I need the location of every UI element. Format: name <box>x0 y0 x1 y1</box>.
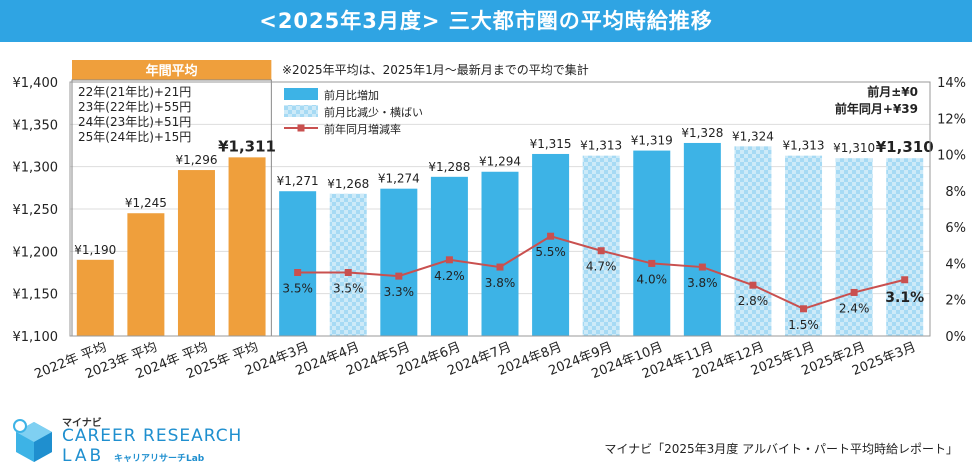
yoy-marker <box>496 263 504 271</box>
y2-tick-label: 10% <box>937 149 966 164</box>
y-tick-label: ¥1,150 <box>13 288 59 303</box>
yoy-marker <box>597 247 605 255</box>
yoy-label: 3.3% <box>384 285 415 299</box>
bar-11 <box>582 155 620 336</box>
yoy-marker <box>344 269 352 276</box>
yoy-label: 5.5% <box>535 245 566 259</box>
bar-value-label: ¥1,190 <box>74 243 116 257</box>
yoy-marker <box>800 305 808 313</box>
bar-value-label: ¥1,294 <box>479 155 521 169</box>
yoy-label: 2.8% <box>738 294 769 308</box>
legend-swatch-up <box>284 88 318 100</box>
yoy-marker <box>395 272 403 280</box>
cube-icon <box>13 419 52 462</box>
chart-title: <2025年3月度> 三大都市圏の平均時給推移 <box>0 0 972 42</box>
source-note: マイナビ「2025年3月度 アルバイト・パート平均時給レポート」 <box>604 442 958 456</box>
yoy-label: 4.7% <box>586 260 617 274</box>
y-tick-label: ¥1,250 <box>13 203 59 218</box>
bar-value-label: ¥1,310 <box>876 138 934 156</box>
bar-value-label: ¥1,274 <box>378 172 420 186</box>
bar-10 <box>532 153 570 336</box>
bar-value-label: ¥1,271 <box>277 174 319 188</box>
bar-value-label: ¥1,319 <box>631 134 673 148</box>
plot-frame <box>69 81 931 337</box>
bar-value-label: ¥1,311 <box>218 137 276 155</box>
y-tick-label: ¥1,100 <box>13 330 59 345</box>
bar-9 <box>481 171 519 336</box>
annual-note: 25年(24年比)+15円 <box>78 130 191 144</box>
brand-subtitle: キャリアリサーチLab <box>114 454 205 464</box>
yoy-marker <box>698 263 706 271</box>
y2-tick-label: 14% <box>937 76 966 91</box>
corner-note: 前月±¥0 <box>867 84 918 99</box>
y2-tick-label: 2% <box>945 294 966 309</box>
bar-13 <box>683 142 721 336</box>
y2-tick-label: 8% <box>945 185 966 200</box>
annual-note: 23年(22年比)+55円 <box>78 100 191 114</box>
bar-6 <box>329 193 367 336</box>
bar-3 <box>177 170 215 336</box>
y-tick-label: ¥1,300 <box>13 161 59 176</box>
yoy-marker <box>749 281 757 289</box>
y-tick-label: ¥1,200 <box>13 245 59 260</box>
bar-value-label: ¥1,315 <box>530 137 572 151</box>
corner-note: 前年同月+¥39 <box>835 101 918 116</box>
bar-value-label: ¥1,288 <box>428 160 470 174</box>
chart-area: 年間平均 22年(21年比)+21円23年(22年比)+55円24年(23年比)+… <box>13 60 966 382</box>
bar-value-label: ¥1,313 <box>783 139 825 153</box>
y2-tick-label: 12% <box>937 112 966 127</box>
legend-swatch-down <box>284 105 318 117</box>
yoy-marker <box>547 232 555 240</box>
brand-kana: マイナビ <box>62 418 102 429</box>
bar-7 <box>380 188 418 336</box>
y2-tick-label: 0% <box>945 330 966 345</box>
yoy-marker <box>294 269 302 276</box>
bar-value-label: ¥1,328 <box>681 126 723 140</box>
legend-swatch-marker <box>297 124 305 132</box>
y2-tick-label: 4% <box>945 257 966 272</box>
bar-14 <box>734 146 772 336</box>
bar-12 <box>633 150 671 336</box>
yoy-label: 2.4% <box>839 301 870 315</box>
brand-name-line1: CAREER RESEARCH <box>62 426 243 446</box>
yoy-marker <box>445 256 453 264</box>
yoy-label: 3.5% <box>282 282 313 296</box>
y2-tick-label: 6% <box>945 221 966 236</box>
yoy-label: 3.1% <box>885 290 924 306</box>
annual-note: 24年(23年比)+51円 <box>78 115 191 129</box>
annual-box-title: 年間平均 <box>146 63 198 79</box>
bar-value-label: ¥1,268 <box>327 177 369 191</box>
yoy-marker <box>901 276 909 284</box>
bar-value-label: ¥1,296 <box>175 153 217 167</box>
bar-4 <box>228 157 266 336</box>
bar-16 <box>835 158 873 336</box>
y-tick-label: ¥1,350 <box>13 118 59 133</box>
yoy-label: 4.0% <box>637 272 668 286</box>
bar-1 <box>76 259 114 336</box>
bar-value-label: ¥1,313 <box>580 139 622 153</box>
bar-2 <box>127 213 165 336</box>
legend-label: 前年同月増減率 <box>324 122 401 136</box>
legend-label: 前月比増加 <box>324 88 379 102</box>
yoy-label: 3.8% <box>485 276 516 290</box>
bar-value-label: ¥1,310 <box>833 141 875 155</box>
yoy-label: 3.8% <box>687 276 718 290</box>
legend-label: 前月比減少・横ばい <box>324 105 423 119</box>
brand-name-line2: LAB <box>62 446 105 466</box>
yoy-marker <box>850 288 858 296</box>
bar-value-label: ¥1,324 <box>732 129 774 143</box>
yoy-label: 3.5% <box>333 282 364 296</box>
yoy-label: 1.5% <box>788 318 819 332</box>
bar-value-label: ¥1,245 <box>125 196 167 210</box>
annual-note: 22年(21年比)+21円 <box>78 85 191 99</box>
yoy-marker <box>648 259 656 267</box>
bar-5 <box>279 191 317 336</box>
chart-note: ※2025年平均は、2025年1月〜最新月までの平均で集計 <box>282 62 589 77</box>
yoy-label: 4.2% <box>434 269 465 283</box>
bar-17 <box>886 158 924 336</box>
annual-box-header <box>72 60 272 80</box>
y-tick-label: ¥1,400 <box>13 76 59 91</box>
career-research-lab-logo <box>13 419 52 462</box>
